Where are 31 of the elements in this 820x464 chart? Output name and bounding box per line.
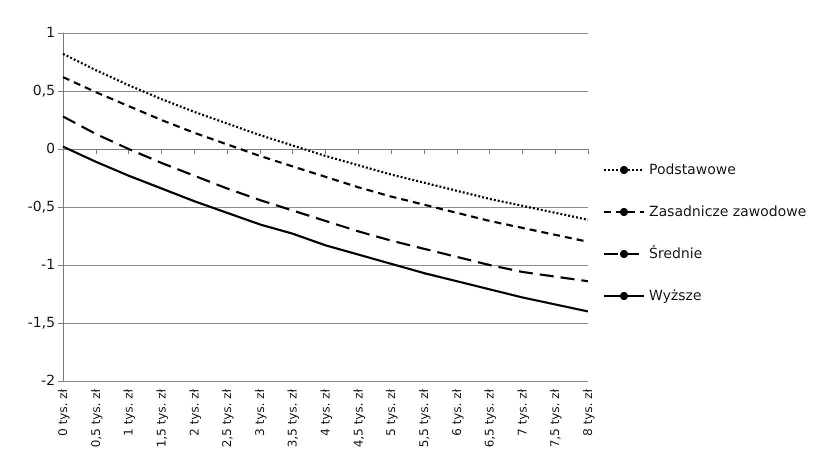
x-tick-label: 8 tys. zł [581, 388, 595, 436]
y-tick-label: -1 [41, 257, 55, 273]
legend-label: Podstawowe [649, 162, 736, 178]
line-series [62, 146, 590, 312]
line-series [62, 115, 590, 282]
x-tick-label: 1,5 tys. zł [154, 388, 168, 448]
y-tick-label: 1 [46, 25, 55, 41]
x-tick-label: 0 tys. zł [56, 388, 70, 436]
x-tick-label: 5 tys. zł [384, 388, 398, 436]
x-tick-label: 3 tys. zł [252, 388, 267, 436]
x-tick-label: 4 tys. zł [318, 388, 332, 436]
y-tick-label: 0 [46, 141, 55, 157]
y-tick-label: 0,5 [32, 83, 55, 99]
x-tick-label: 3,5 tys. zł [286, 388, 300, 448]
x-tick-label: 5,5 tys. zł [416, 388, 431, 448]
y-tick-label: -2 [41, 373, 55, 389]
x-tick-label: 6 tys. zł [450, 388, 464, 436]
x-tick-label: 7 tys. zł [515, 388, 530, 436]
y-tick-label: -0,5 [28, 199, 55, 215]
x-tick-label: 6,5 tys. zł [482, 388, 497, 448]
x-tick-label: 2 tys. zł [187, 388, 202, 436]
x-tick-label: 0,5 tys. zł [88, 388, 103, 448]
legend-label: Zasadnicze zawodowe [649, 204, 806, 220]
legend-label: Wyższe [649, 288, 702, 304]
x-tick-label: 2,5 tys. zł [220, 388, 234, 448]
legend-label: Średnie [649, 245, 702, 262]
x-tick-label: 1 tys. zł [122, 388, 136, 436]
x-tick-label: 7,5 tys. zł [548, 388, 562, 448]
y-tick-label: -1,5 [28, 315, 55, 331]
line-series [62, 52, 590, 221]
x-tick-label: 4,5 tys. zł [351, 388, 366, 448]
